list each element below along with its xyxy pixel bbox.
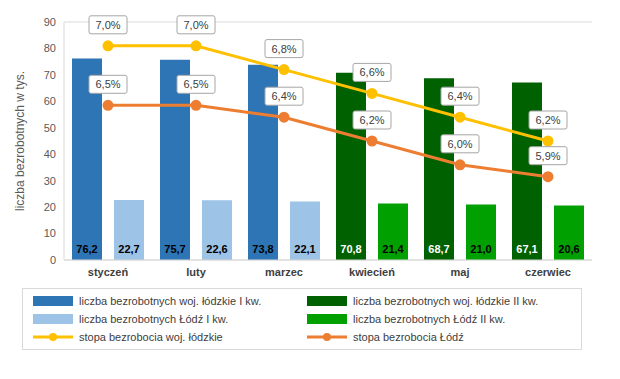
html-text:liczba bezrobotnych Łódź I kw.: liczba bezrobotnych Łódź I kw. [79, 313, 229, 325]
svg-text:22,6: 22,6 [206, 243, 227, 255]
svg-text:6,6%: 6,6% [359, 66, 384, 78]
svg-text:20,6: 20,6 [558, 243, 579, 255]
svg-text:styczeń: styczeń [88, 266, 129, 278]
html-text:liczba bezrobotnych woj. łódzk: liczba bezrobotnych woj. łódzkie I kw. [79, 295, 262, 307]
svg-text:21,4: 21,4 [382, 243, 404, 255]
svg-text:76,2: 76,2 [76, 243, 97, 255]
svg-text:liczba bezrobotnych w tys.: liczba bezrobotnych w tys. [13, 71, 27, 211]
svg-text:67,1: 67,1 [516, 243, 537, 255]
svg-text:marzec: marzec [265, 266, 303, 278]
svg-text:10: 10 [44, 227, 56, 239]
svg-text:60: 60 [44, 95, 56, 107]
svg-text:75,7: 75,7 [164, 243, 185, 255]
svg-text:0: 0 [50, 254, 56, 266]
svg-text:30: 30 [44, 175, 56, 187]
html-text:stopa bezrobocia woj. łódzkie: stopa bezrobocia woj. łódzkie [79, 331, 223, 343]
svg-text:6,0%: 6,0% [447, 138, 472, 150]
svg-text:6,5%: 6,5% [183, 78, 208, 90]
svg-text:6,4%: 6,4% [271, 90, 296, 102]
svg-text:70: 70 [44, 69, 56, 81]
svg-text:czerwiec: czerwiec [525, 266, 571, 278]
svg-text:50: 50 [44, 122, 56, 134]
svg-text:7,0%: 7,0% [183, 19, 208, 31]
html-text:stopa bezrobocia Łódź: stopa bezrobocia Łódź [353, 331, 464, 343]
svg-text:21,0: 21,0 [470, 243, 491, 255]
svg-text:luty: luty [186, 266, 206, 278]
svg-text:70,8: 70,8 [340, 243, 361, 255]
svg-text:maj: maj [451, 266, 470, 278]
svg-text:7,0%: 7,0% [95, 19, 120, 31]
svg-text:68,7: 68,7 [428, 243, 449, 255]
svg-text:6,8%: 6,8% [271, 43, 296, 55]
svg-text:5,9%: 5,9% [535, 150, 560, 162]
svg-text:6,5%: 6,5% [95, 78, 120, 90]
svg-text:80: 80 [44, 42, 56, 54]
html-text:liczba bezrobotnych Łódź II kw: liczba bezrobotnych Łódź II kw. [353, 313, 506, 325]
svg-text:6,2%: 6,2% [359, 114, 384, 126]
html-text:liczba bezrobotnych woj. łódzk: liczba bezrobotnych woj. łódzkie II kw. [353, 295, 539, 307]
svg-text:22,1: 22,1 [294, 243, 315, 255]
svg-text:20: 20 [44, 201, 56, 213]
svg-text:22,7: 22,7 [118, 243, 139, 255]
svg-text:6,2%: 6,2% [535, 114, 560, 126]
svg-text:40: 40 [44, 148, 56, 160]
svg-text:73,8: 73,8 [252, 243, 273, 255]
svg-text:6,4%: 6,4% [447, 90, 472, 102]
svg-text:90: 90 [44, 16, 56, 28]
svg-text:kwiecień: kwiecień [349, 266, 395, 278]
